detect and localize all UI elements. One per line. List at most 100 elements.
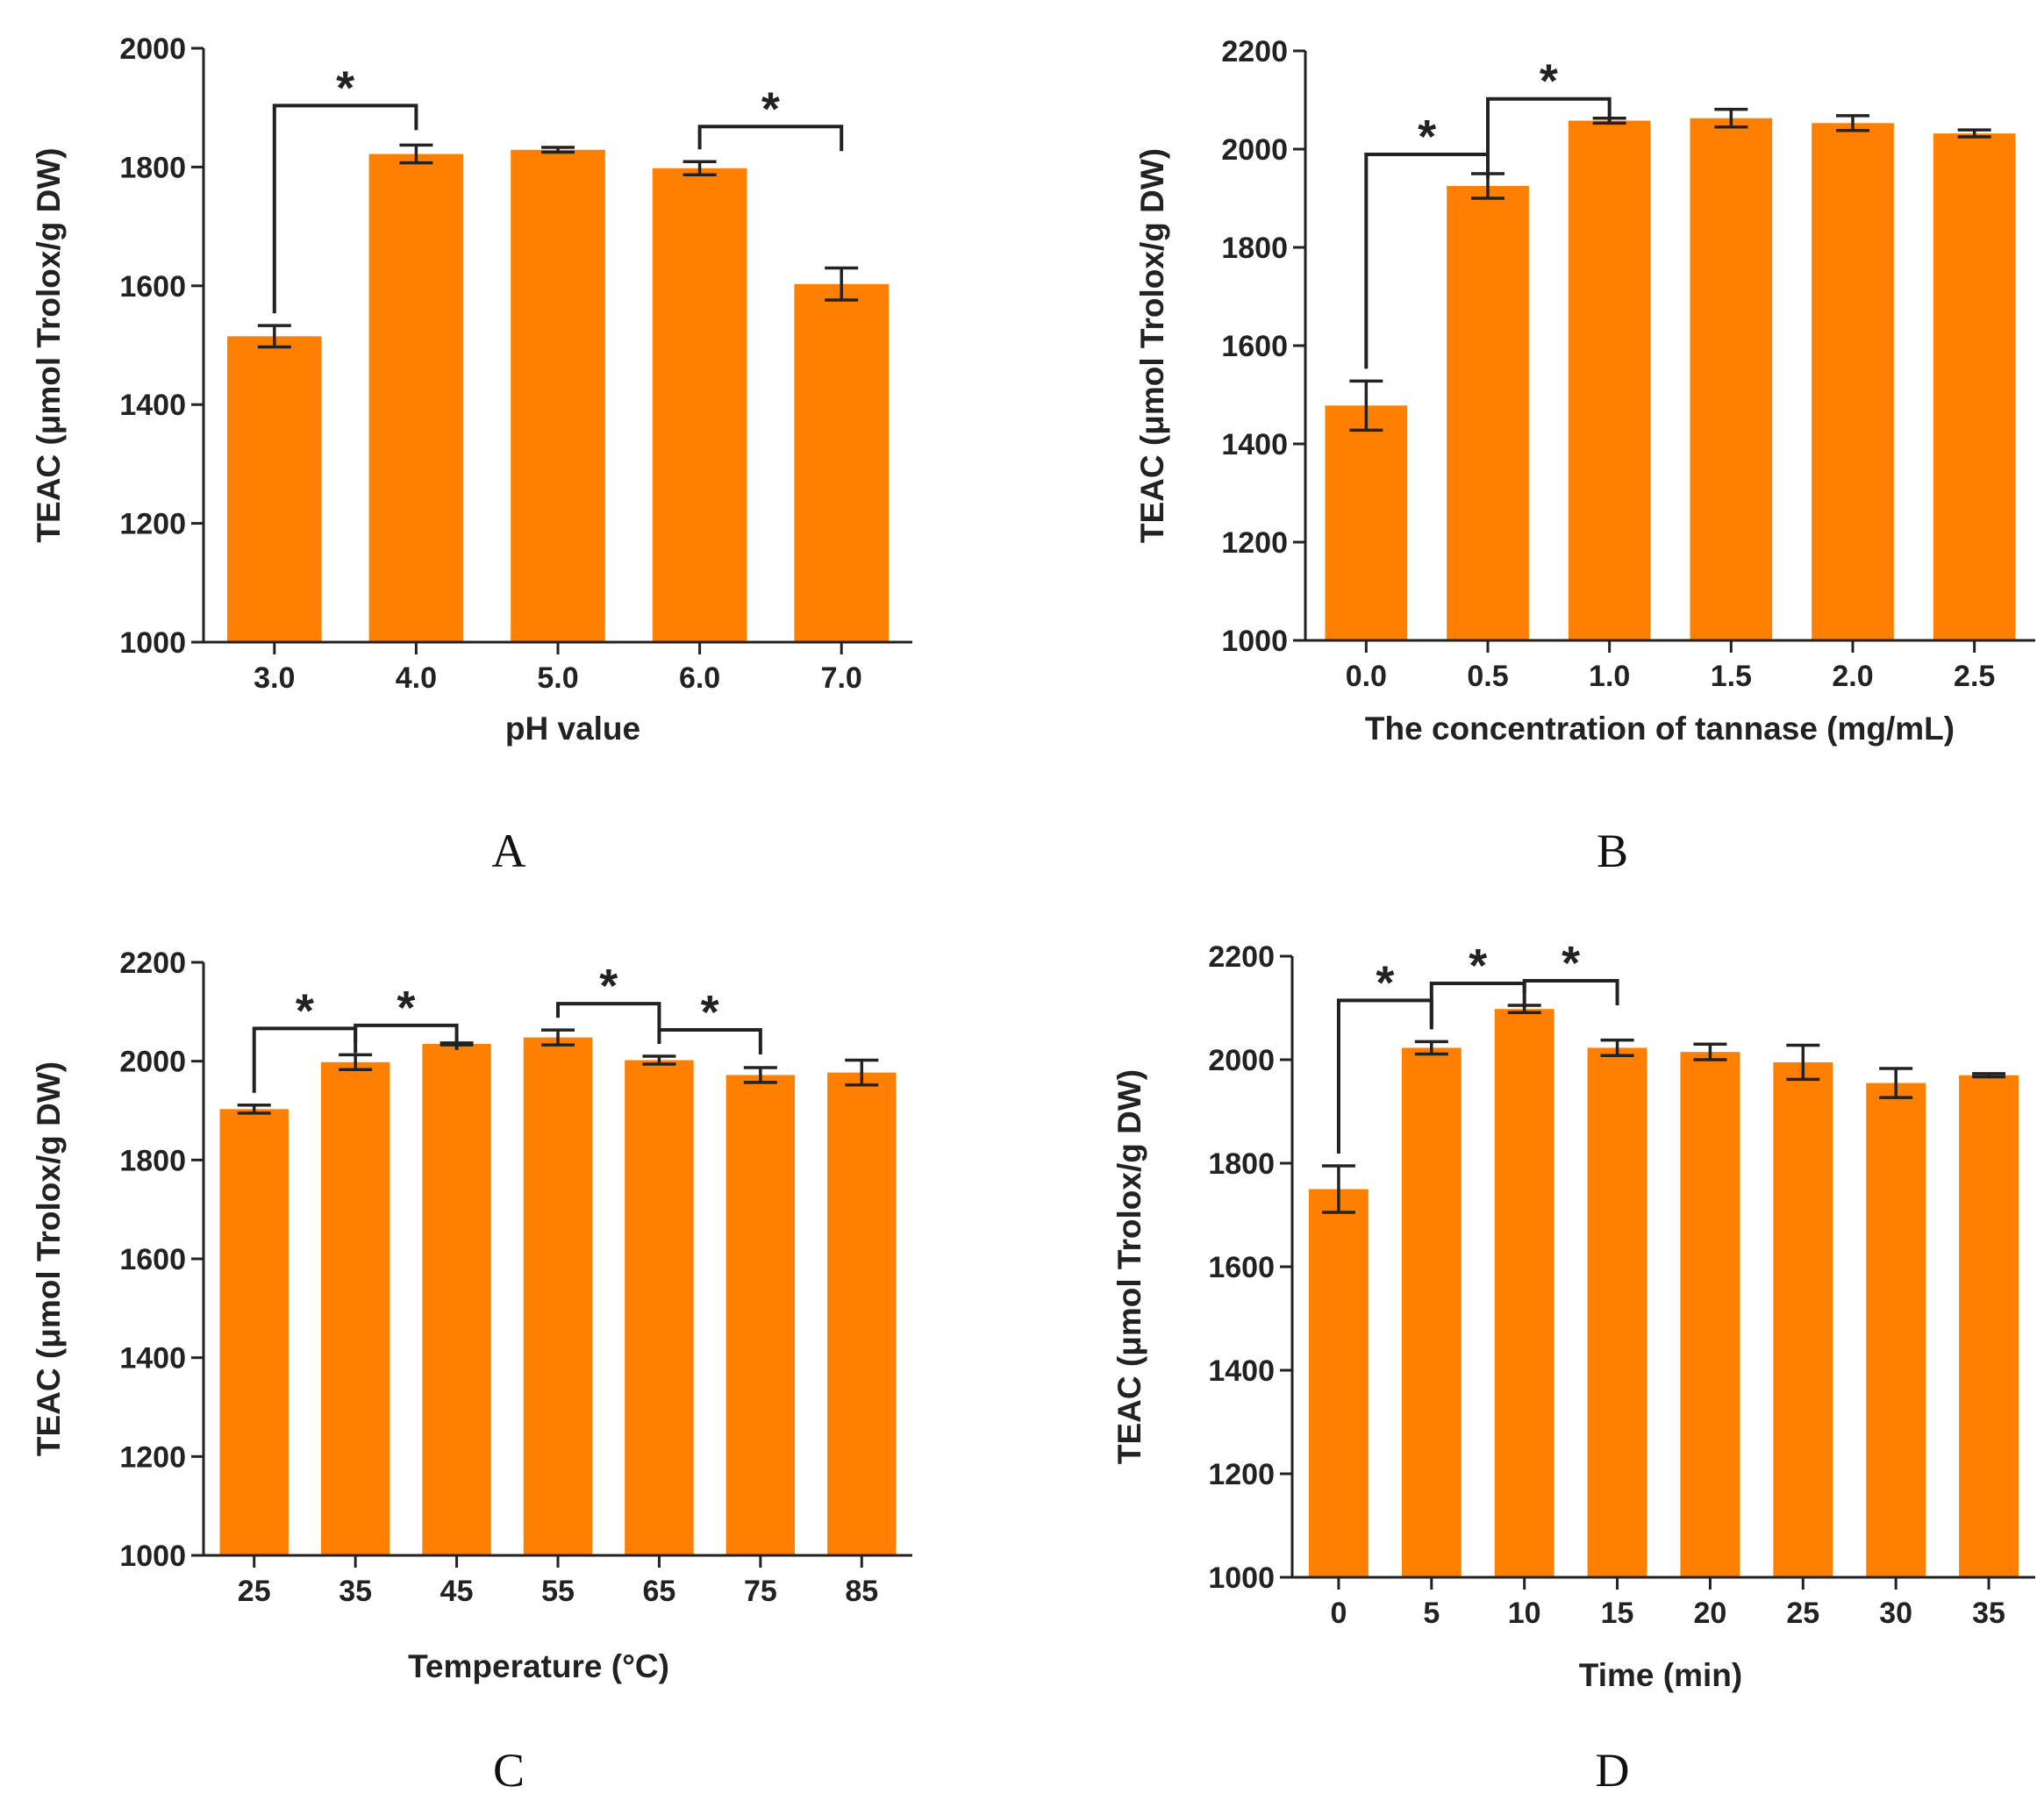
x-tick-label: 75 (744, 1575, 777, 1608)
x-tick-label: 85 (845, 1575, 878, 1608)
y-tick-label: 2200 (1208, 940, 1275, 974)
x-tick-label: 7.0 (821, 661, 862, 695)
chart-panel-c: 1000 1200 1400 1600 1800 2000 2200 25 35 45 55 65 75… (31, 947, 912, 1797)
bar-d-6 (1773, 1061, 1833, 1577)
significance-bracket-b-2: * (1486, 55, 1612, 161)
x-tick-label: 3.0 (254, 661, 295, 695)
panel-label-d: D (1596, 1744, 1630, 1797)
x-tick-label: 1.0 (1589, 660, 1630, 693)
error-bar-c-6 (743, 1066, 777, 1084)
significance-bracket-d-2: * (1429, 940, 1526, 1030)
significance-bracket-d-3: * (1522, 937, 1619, 1006)
y-axis-title: TEAC (μmol Trolox/g DW) (31, 1061, 67, 1456)
y-tick-label: 1400 (119, 389, 186, 422)
y-tick-label: 2000 (1208, 1044, 1275, 1077)
x-tick-label: 30 (1879, 1597, 1912, 1630)
error-bar-c-5 (642, 1054, 676, 1066)
bracket-line (272, 104, 418, 314)
bar-b-2 (1447, 186, 1529, 640)
x-tick-label: 25 (1786, 1597, 1819, 1630)
bar-d-2 (1401, 1047, 1462, 1577)
error-bar-b-6 (1957, 128, 1991, 139)
significance-star: * (1376, 956, 1394, 1009)
bar-b-1 (1325, 405, 1408, 640)
bracket-line (1486, 96, 1612, 161)
significance-star: * (296, 984, 314, 1037)
bracket-line (697, 125, 844, 152)
significance-star: * (397, 982, 415, 1034)
bar-c-1 (219, 1109, 289, 1555)
x-axis-title: Time (min) (1579, 1657, 1742, 1693)
bar-c-7 (827, 1072, 897, 1555)
y-tick-label: 1600 (1221, 330, 1288, 363)
y-tick-label: 2000 (119, 1046, 186, 1079)
x-tick-label: 35 (339, 1575, 372, 1608)
bracket-line (657, 1028, 762, 1055)
chart-panel-a: 1000 1200 1400 1600 1800 2000 3.0 4.0 5.0 6.0 7.0 p… (31, 32, 912, 877)
y-tick-label: 1200 (1221, 526, 1288, 560)
bar-a-1 (227, 336, 322, 642)
y-tick-label: 1800 (119, 1144, 186, 1177)
bar-b-4 (1690, 118, 1773, 641)
bar-a-4 (652, 168, 747, 642)
error-bar-a-1 (257, 324, 291, 349)
error-bar-d-7 (1879, 1067, 1913, 1099)
error-bar-d-2 (1414, 1040, 1448, 1056)
x-axis-title: The concentration of tannase (mg/mL) (1365, 711, 1955, 747)
significance-bracket-c-4: * (657, 986, 762, 1055)
x-tick-label: 25 (238, 1575, 271, 1608)
y-tick-label: 2000 (1221, 133, 1288, 167)
bar-a-5 (794, 283, 889, 642)
bracket-line (1429, 982, 1526, 1030)
bar-c-6 (725, 1075, 796, 1555)
y-tick-label: 1800 (119, 151, 186, 184)
y-tick-label: 2200 (1221, 35, 1288, 68)
x-tick-label: 65 (643, 1575, 676, 1608)
y-tick-label: 1000 (1221, 625, 1288, 658)
x-tick-label: 0.5 (1467, 660, 1508, 693)
y-tick-label: 1400 (1208, 1354, 1275, 1388)
significance-star: * (599, 960, 618, 1012)
significance-bracket-c-2: * (354, 982, 459, 1050)
error-bar-b-4 (1714, 107, 1748, 129)
bar-c-5 (625, 1060, 694, 1555)
bracket-line (354, 1023, 459, 1050)
error-bar-b-1 (1349, 379, 1383, 432)
x-tick-label: 2.0 (1832, 660, 1873, 693)
significance-bracket-a-1: * (272, 61, 418, 314)
significance-star: * (701, 986, 719, 1039)
significance-bracket-b-1: * (1364, 111, 1490, 369)
error-bar-d-5 (1693, 1042, 1727, 1061)
y-tick-label: 1600 (1208, 1251, 1275, 1284)
panel-label-a: A (492, 825, 526, 877)
x-tick-label: 5.0 (537, 661, 578, 695)
error-bar-b-5 (1836, 114, 1869, 132)
significance-star: * (1540, 55, 1558, 108)
bar-a-2 (368, 154, 464, 643)
x-tick-label: 0 (1330, 1597, 1347, 1630)
bar-a-3 (511, 149, 605, 643)
bar-c-2 (320, 1061, 390, 1555)
x-tick-label: 15 (1601, 1597, 1634, 1630)
bar-d-4 (1587, 1047, 1647, 1577)
bar-b-3 (1568, 120, 1651, 640)
bar-c-3 (422, 1043, 491, 1555)
y-tick-label: 1600 (119, 270, 186, 304)
error-bar-a-3 (541, 146, 575, 154)
x-tick-label: 20 (1694, 1597, 1727, 1630)
x-axis-title: Temperature (°C) (408, 1648, 669, 1684)
bracket-line (1364, 153, 1490, 369)
significance-bracket-c-3: * (556, 960, 661, 1029)
y-tick-label: 2200 (119, 947, 186, 980)
bar-b-6 (1933, 133, 2016, 640)
chart-panel-d: 1000 1200 1400 1600 1800 2000 2200 0 5 10 15 20 25 30… (1111, 937, 2035, 1797)
x-axis-title: pH value (505, 711, 640, 747)
x-tick-label: 45 (440, 1575, 474, 1608)
error-bar-c-1 (237, 1104, 271, 1115)
panel-label-c: C (493, 1744, 525, 1797)
error-bar-a-5 (825, 266, 859, 302)
error-bar-a-4 (683, 160, 717, 176)
significance-star: * (336, 61, 354, 114)
y-tick-label: 1200 (119, 1440, 186, 1474)
